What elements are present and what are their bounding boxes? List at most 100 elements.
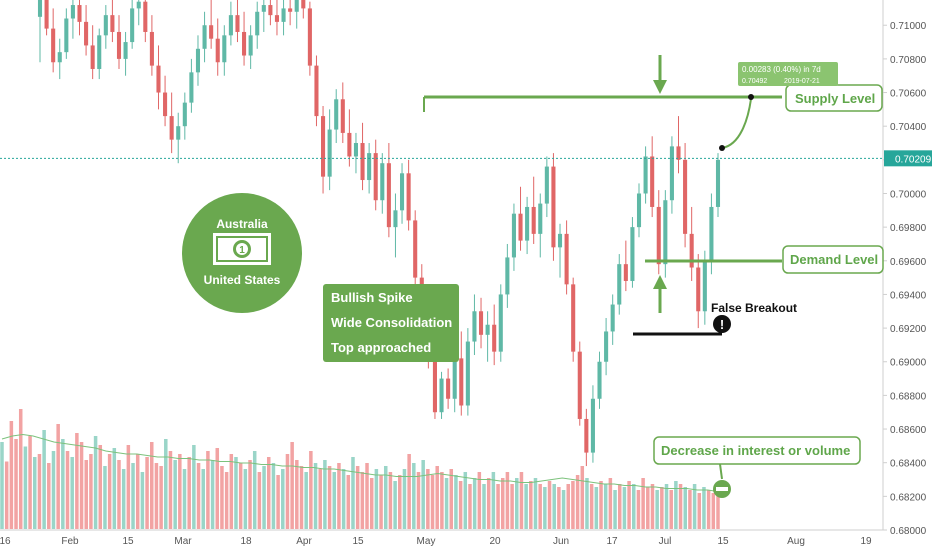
candle-body: [380, 163, 385, 201]
volume-bar: [533, 478, 538, 529]
y-axis-ticks: 0.710000.708000.706000.704000.702000.700…: [883, 21, 927, 537]
candle-body: [505, 257, 510, 295]
volume-bar: [458, 481, 463, 529]
volume-bar: [201, 469, 205, 529]
banknote-icon: 1: [213, 233, 271, 265]
candle-body: [564, 233, 569, 285]
volume-bar: [149, 442, 154, 529]
candle-body: [604, 331, 609, 362]
candle-body: [663, 200, 668, 265]
candle-body: [676, 146, 681, 160]
volume-bar: [351, 457, 355, 529]
volume-bar: [234, 457, 238, 529]
volume-bar: [243, 469, 248, 529]
volume-bar: [14, 439, 18, 529]
volume-bar: [472, 478, 477, 529]
volume-bar: [257, 472, 262, 529]
volume-bar: [178, 454, 182, 529]
volume-bar: [37, 454, 42, 529]
candle-body: [149, 31, 154, 66]
volume-bar: [140, 472, 145, 529]
volume-bar: [33, 457, 37, 529]
candle-body: [340, 99, 345, 133]
volume-note-pointer: [719, 463, 723, 480]
volume-bar: [585, 478, 589, 529]
candle-body: [44, 0, 49, 29]
demand-level-box: [782, 245, 884, 274]
candle-body: [261, 5, 266, 12]
candle-body: [696, 267, 701, 312]
volume-bar: [683, 487, 687, 529]
badge-bottom-label: United States: [204, 273, 281, 287]
volume-bar: [613, 490, 617, 529]
candle-body: [617, 264, 622, 305]
candle-body: [274, 15, 280, 22]
candle-body: [597, 361, 602, 399]
candle-body: [70, 5, 75, 19]
y-tick-label: 0.70400: [890, 122, 927, 133]
volume-bar: [674, 481, 678, 529]
volume-bar: [42, 430, 46, 529]
candle-body: [669, 146, 674, 201]
candle-body: [577, 351, 582, 419]
volume-bar: [463, 472, 468, 529]
volume-bar: [486, 478, 491, 529]
volume-bar: [468, 484, 472, 529]
volume-bar: [313, 463, 318, 529]
candle-body: [406, 173, 411, 221]
svg-text:1: 1: [239, 245, 245, 256]
y-tick-label: 0.70000: [890, 189, 927, 200]
x-tick-label: 15: [122, 536, 134, 547]
volume-bar: [650, 484, 655, 529]
volume-bar: [571, 481, 575, 529]
volume-bar: [4, 461, 9, 529]
candle-body: [57, 52, 62, 63]
volume-bar: [337, 463, 341, 529]
note-wide-consolidation: Wide Consolidation: [331, 315, 452, 330]
candle-body: [551, 166, 556, 248]
volume-bar: [323, 460, 327, 529]
candle-body: [163, 92, 168, 117]
volume-bar: [692, 484, 697, 529]
volume-ma-line: [1, 433, 719, 492]
volume-bar: [440, 472, 444, 529]
volume-bar: [580, 466, 585, 529]
volume-bar: [510, 484, 514, 529]
measure-date-label: 2019-07-21: [784, 78, 820, 85]
volume-bar: [126, 445, 131, 529]
volume-bar: [187, 457, 191, 529]
volume-bar: [220, 466, 224, 529]
volume-bar: [28, 436, 32, 529]
volume-bar: [145, 457, 149, 529]
candle-body: [307, 8, 312, 66]
volume-bar: [65, 451, 70, 529]
candle-body: [683, 159, 688, 234]
candle-body: [544, 166, 549, 204]
x-axis-ticks: 16 Feb 15 Mar 18 Apr 15 May 20 Jun 17 Jul 15 Aug 19: [0, 536, 872, 547]
volume-bar: [702, 487, 706, 529]
candle-body: [281, 8, 286, 22]
volume-bar: [89, 454, 93, 529]
candle-body: [367, 153, 372, 181]
volume-bar: [168, 451, 173, 529]
volume-bar: [196, 463, 201, 529]
projection-start-dot: [719, 145, 725, 151]
current-price-tag: 0.70209: [884, 150, 932, 167]
volume-bar: [430, 475, 435, 529]
volume-bar: [557, 487, 561, 529]
candle-body: [650, 156, 655, 207]
candle-body: [334, 99, 339, 130]
volume-bar: [295, 460, 299, 529]
candle-body: [327, 129, 332, 177]
volume-bar: [636, 490, 641, 529]
volume-bar: [98, 445, 103, 529]
candle-layer: [37, 0, 721, 467]
candle-body: [182, 102, 187, 127]
volume-bar: [524, 484, 528, 529]
y-tick-label: 0.68600: [890, 425, 927, 436]
candle-body: [459, 358, 464, 406]
volume-bar: [678, 484, 683, 529]
candle-body: [590, 398, 595, 453]
down-arrow-icon: [653, 55, 667, 94]
candle-body: [432, 361, 437, 413]
